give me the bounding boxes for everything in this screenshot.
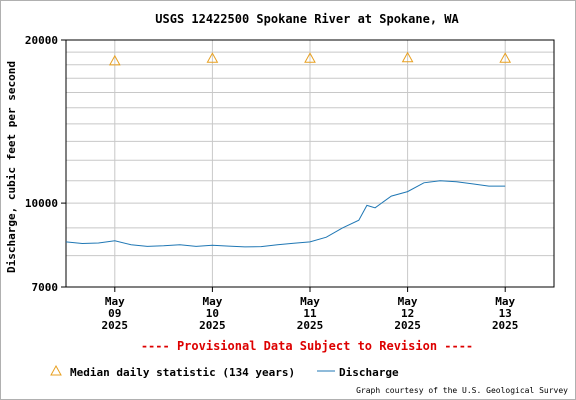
x-tick-label: 13 [499, 307, 512, 320]
y-tick-label: 7000 [32, 281, 59, 294]
x-tick-label: 10 [206, 307, 219, 320]
x-tick-label: May [300, 295, 320, 308]
y-ticks: 20000 10000 7000 [25, 34, 66, 294]
legend-median-triangle-icon [50, 364, 62, 376]
y-tick-label: 20000 [25, 34, 58, 47]
x-tick-label: 2025 [297, 319, 324, 332]
x-ticks: May092025May102025May112025May122025May1… [102, 287, 519, 332]
y-tick-label: 10000 [25, 197, 58, 210]
x-tick-label: 2025 [102, 319, 129, 332]
credit-text: Graph courtesy of the U.S. Geological Su… [356, 386, 568, 395]
series-layer [65, 51, 512, 248]
median-point-triangle [304, 52, 316, 63]
legend: Median daily statistic (134 years) Disch… [50, 364, 399, 379]
y-axis-label: Discharge, cubic feet per second [5, 61, 18, 273]
legend-median-label: Median daily statistic (134 years) [70, 366, 295, 379]
x-tick-label: May [495, 295, 515, 308]
x-tick-label: May [398, 295, 418, 308]
median-point-triangle [401, 51, 414, 63]
x-tick-label: May [105, 295, 125, 308]
provisional-notice: ---- Provisional Data Subject to Revisio… [141, 339, 473, 353]
x-tick-label: 11 [303, 307, 317, 320]
median-point-triangle [108, 54, 121, 66]
median-point-triangle [499, 52, 512, 63]
grid [66, 40, 554, 287]
x-tick-label: 2025 [199, 319, 226, 332]
discharge-series-line [65, 180, 506, 248]
x-tick-label: 12 [401, 307, 414, 320]
median-point-triangle [206, 52, 219, 63]
chart-title: USGS 12422500 Spokane River at Spokane, … [155, 12, 459, 26]
x-tick-label: May [202, 295, 222, 308]
x-tick-label: 09 [108, 307, 121, 320]
legend-discharge-label: Discharge [339, 366, 399, 379]
x-tick-label: 2025 [394, 319, 421, 332]
x-tick-label: 2025 [492, 319, 519, 332]
